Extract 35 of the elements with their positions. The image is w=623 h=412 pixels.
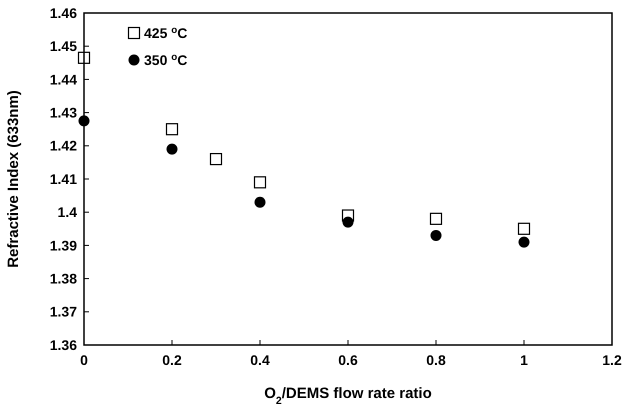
y-tick-label: 1.37: [50, 304, 78, 320]
point: [78, 115, 90, 126]
point: [254, 176, 266, 188]
legend-label: 350 $^{o}$C: [144, 51, 188, 68]
x-tick-label: 0.8: [426, 352, 446, 368]
point: [254, 196, 266, 208]
y-tick-label: 1.4: [58, 204, 78, 220]
point: [78, 52, 90, 64]
y-axis-title: Refractive Index (633nm): [5, 90, 22, 268]
point: [342, 216, 354, 228]
y-tick-label: 1.44: [50, 71, 78, 88]
y-tick-label: 1.45: [50, 38, 78, 54]
y-tick-label: 1.46: [50, 4, 78, 21]
x-tick-label: 0.4: [250, 352, 270, 368]
y-tick-label: 1.43: [50, 104, 78, 120]
point: [342, 209, 354, 222]
point: [430, 230, 442, 241]
y-tick-label: 1.39: [50, 237, 78, 254]
point: [166, 144, 178, 155]
x-tick-label: 0.6: [338, 352, 358, 368]
x-tick-label: 1: [520, 352, 528, 368]
point: [518, 222, 530, 235]
x-tick-label: 0.2: [162, 352, 182, 368]
point: [430, 212, 442, 225]
x-tick-label: 1.2: [602, 352, 622, 368]
legend-label: 425 $^{o}$C: [144, 24, 188, 41]
y-tick-label: 1.42: [50, 138, 78, 154]
y-tick-label: 1.38: [50, 270, 78, 286]
point: [210, 152, 222, 166]
point: [166, 123, 178, 136]
x-tick-label: 0: [80, 352, 88, 368]
y-tick-label: 1.36: [50, 336, 78, 353]
x-axis-title: O$_{2}$/DEMS flow rate ratio: [264, 385, 432, 407]
y-tick-label: 1.41: [50, 170, 78, 187]
point: [518, 236, 530, 248]
